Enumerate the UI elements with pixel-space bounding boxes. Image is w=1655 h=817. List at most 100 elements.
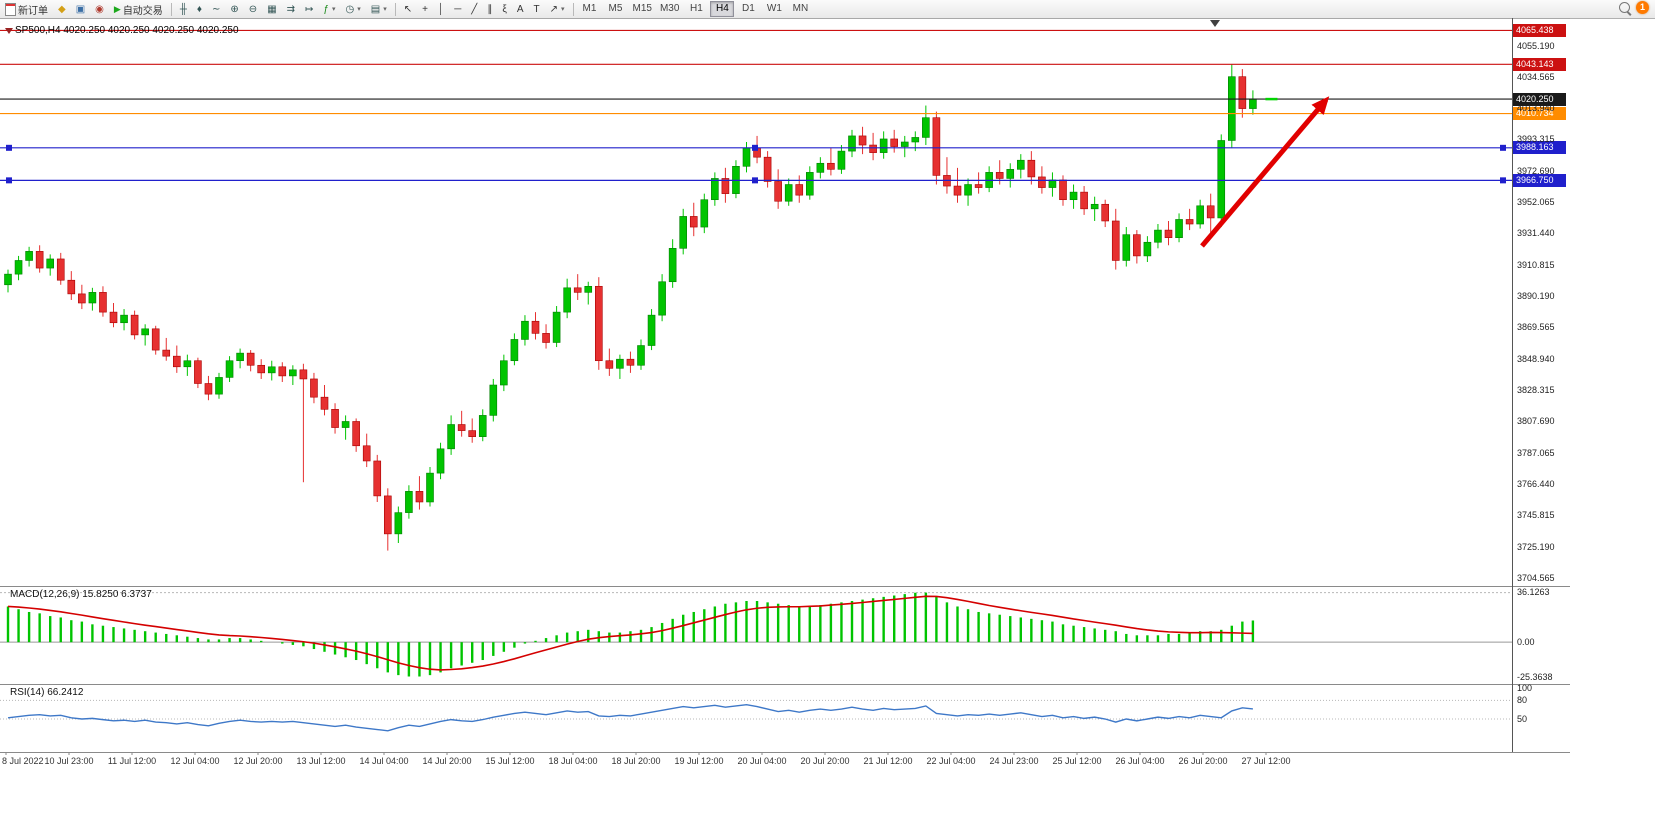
zoom-in-button[interactable]: ⊕ (226, 2, 242, 17)
templates-button[interactable]: ▤ ▾ (367, 2, 391, 17)
zoom-out-button[interactable]: ⊖ (245, 2, 261, 17)
time-axis-label: 14 Jul 04:00 (359, 756, 409, 766)
candle-body (637, 345, 645, 366)
timeframe-button-m5[interactable]: M5 (608, 3, 623, 14)
candle-body (331, 409, 339, 428)
crosshair-button[interactable]: + (418, 2, 432, 17)
bar-chart-button[interactable]: ╫ (176, 2, 191, 17)
shapes-icon: ↗ (549, 3, 558, 15)
candle-body (711, 178, 719, 201)
candle-body (700, 199, 709, 228)
search-icon[interactable] (1619, 2, 1630, 13)
new-order-icon (5, 2, 16, 16)
notification-badge[interactable]: 1 (1636, 1, 1649, 14)
timeframe-button-mn[interactable]: MN (792, 3, 809, 14)
data-window-icon: ▣ (75, 3, 86, 15)
timeframe-button-h4[interactable]: H4 (710, 1, 735, 17)
candle-body (1133, 234, 1141, 257)
candle-body (774, 181, 782, 202)
tile-windows-button[interactable]: ▦ (263, 2, 280, 17)
indicators-button[interactable]: ƒ ▾ (319, 2, 339, 17)
candle-body (552, 311, 561, 343)
fibonacci-button[interactable]: ξ (498, 2, 510, 17)
candle-body (805, 172, 814, 196)
candle-body (900, 141, 909, 147)
price-axis-label: 3725.190 (1517, 541, 1555, 552)
candle-body (1048, 179, 1057, 188)
line-handle[interactable] (752, 144, 758, 151)
toolbar-separator (572, 2, 574, 16)
price-axis-label: 4013.940 (1517, 103, 1555, 114)
line-chart-button[interactable]: ∼ (208, 2, 224, 17)
label-button[interactable]: T (529, 2, 543, 17)
trendline-button[interactable]: ╱ (467, 2, 481, 17)
periods-icon: ◷ (345, 3, 355, 15)
vertical-line-button[interactable]: │ (434, 2, 448, 17)
candle-body (130, 314, 139, 336)
timeframe-button-m30[interactable]: M30 (659, 3, 680, 14)
data-window-button[interactable]: ▣ (72, 2, 89, 17)
timeframe-button-d1[interactable]: D1 (742, 3, 755, 14)
candle-body (647, 314, 656, 346)
label-icon: T (533, 3, 540, 15)
macd-signal-line (7, 595, 1253, 671)
candle-body (721, 178, 730, 194)
autotrading-button[interactable]: ▶ 自动交易 (110, 2, 167, 17)
candle-body (668, 248, 677, 283)
auto-scroll-icon: ⇉ (286, 3, 296, 15)
timeframe-button-h1[interactable]: H1 (690, 3, 703, 14)
new-order-label: 新订单 (18, 5, 48, 17)
line-handle[interactable] (6, 144, 12, 151)
line-handle[interactable] (1500, 144, 1506, 151)
price-axis-label: 3972.690 (1517, 165, 1555, 176)
trend-arrow[interactable] (1200, 96, 1330, 248)
tile-windows-icon: ▦ (267, 3, 277, 15)
shapes-button[interactable]: ↗ ▾ (546, 2, 569, 17)
candle-body (1175, 219, 1183, 238)
candle-body (1080, 191, 1088, 210)
candle-body (310, 378, 318, 398)
fibonacci-icon: ξ (502, 3, 507, 15)
chevron-down-icon: ▾ (331, 6, 336, 13)
candle-body (1238, 76, 1247, 109)
candle-body (394, 512, 403, 535)
price-axis-label: 4034.565 (1517, 71, 1555, 82)
market-button[interactable]: ◉ (91, 2, 108, 17)
candle-body (911, 137, 920, 143)
candle-body (689, 216, 698, 228)
candle-body (141, 328, 149, 336)
community-button[interactable]: ◆ (54, 2, 70, 17)
timeframe-button-w1[interactable]: W1 (766, 3, 782, 14)
channel-icon: ∥ (487, 3, 493, 15)
line-handle[interactable] (752, 177, 758, 184)
candle-body (1101, 203, 1109, 222)
time-axis-label: 26 Jul 04:00 (1115, 756, 1165, 766)
text-button[interactable]: A (513, 2, 528, 17)
candle-body (1016, 159, 1025, 170)
chevron-down-icon: ▾ (560, 6, 565, 13)
candle-body (173, 355, 181, 368)
chart-shift-button[interactable]: ↦ (301, 2, 317, 17)
horizontal-line-button[interactable]: ─ (450, 2, 465, 17)
cursor-button[interactable]: ↖ (400, 2, 416, 17)
candle-body (658, 281, 666, 316)
candle-body (1090, 203, 1099, 210)
candle-body (120, 314, 128, 324)
auto-scroll-button[interactable]: ⇉ (283, 2, 299, 17)
line-handle[interactable] (6, 177, 12, 184)
new-order-button[interactable]: 新订单 (1, 2, 52, 17)
timeframe-button-m15[interactable]: M15 (632, 3, 652, 14)
periods-button[interactable]: ◷ ▾ (342, 2, 365, 17)
candlestick-chart-button[interactable]: ♦ (193, 2, 206, 17)
candle-body (1059, 179, 1067, 201)
indicators-icon: ƒ (323, 3, 329, 15)
candle-body (510, 339, 519, 362)
chart-canvas[interactable] (0, 18, 1570, 770)
line-handle[interactable] (1500, 177, 1506, 184)
chevron-down-icon: ▾ (357, 6, 361, 13)
channel-button[interactable]: ∥ (483, 2, 496, 17)
time-axis-label: 15 Jul 12:00 (485, 756, 535, 766)
candlestick-chart-icon: ♦ (196, 3, 203, 15)
timeframe-button-m1[interactable]: M1 (582, 3, 597, 14)
